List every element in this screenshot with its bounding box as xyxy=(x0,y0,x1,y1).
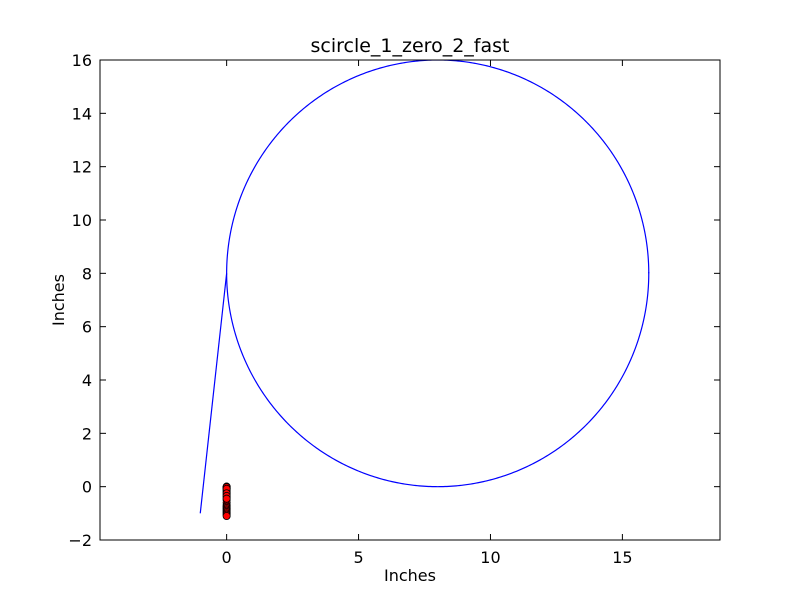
axis-ticks: 0 5 10 15 −2 0 2 4 6 8 10 12 14 16 xyxy=(68,51,720,567)
chart-title: scircle_1_zero_2_fast xyxy=(311,35,510,57)
x-axis-label: Inches xyxy=(384,566,436,585)
y-tick-label: 8 xyxy=(82,264,92,283)
y-tick-label: 2 xyxy=(82,424,92,443)
axes-frame xyxy=(99,59,721,541)
y-axis-label: Inches xyxy=(49,274,68,326)
scatter-point xyxy=(222,494,231,503)
y-tick-label: 14 xyxy=(72,104,92,123)
x-tick-label: 10 xyxy=(480,548,500,567)
x-tick-label: 5 xyxy=(353,548,363,567)
y-tick-label: 12 xyxy=(72,158,92,177)
y-tick-label: 6 xyxy=(82,318,92,337)
scatter-point xyxy=(222,512,231,521)
plot-area xyxy=(199,60,650,521)
x-tick-label: 0 xyxy=(222,548,232,567)
y-tick-label: 0 xyxy=(82,478,92,497)
y-tick-label: 10 xyxy=(72,211,92,230)
y-tick-label: 4 xyxy=(82,371,92,390)
y-tick-label: −2 xyxy=(68,531,92,550)
series-line-segment-0 xyxy=(199,273,228,514)
y-tick-label: 16 xyxy=(72,51,92,70)
x-tick-label: 15 xyxy=(612,548,632,567)
